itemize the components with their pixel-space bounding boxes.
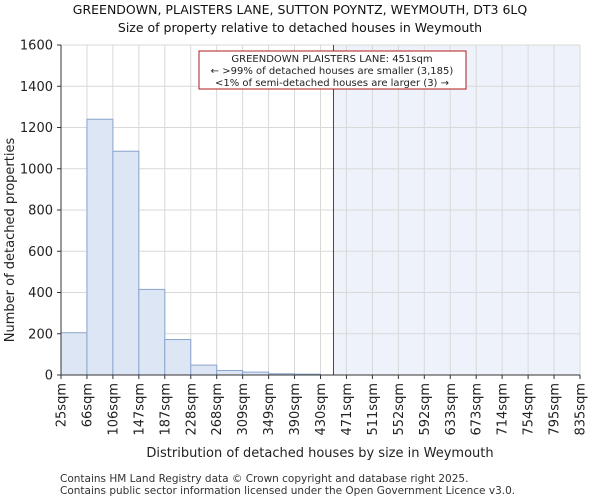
x-tick-label-9: 390sqm [288,383,303,436]
y-tick-label-5: 1000 [20,162,53,177]
chart-title: GREENDOWN, PLAISTERS LANE, SUTTON POYNTZ… [73,2,528,17]
x-tick-label-1: 66sqm [80,383,95,427]
x-tick-label-12: 511sqm [366,383,381,436]
x-tick-label-13: 552sqm [392,383,407,436]
x-tick-label-7: 309sqm [236,383,251,436]
y-axis-label: Number of detached properties [3,138,18,343]
x-tick-label-4: 187sqm [158,383,173,436]
x-tick-label-14: 592sqm [418,383,433,436]
footer-line2: Contains public sector information licen… [60,485,515,497]
x-tick-label-15: 633sqm [444,383,459,436]
annotation-line1: GREENDOWN PLAISTERS LANE: 451sqm [231,54,432,65]
bar-2 [112,150,140,376]
x-tick-label-5: 228sqm [184,383,199,436]
x-tick-label-0: 25sqm [55,383,70,427]
y-tick-label-0: 0 [45,369,53,384]
x-tick-label-2: 106sqm [106,383,121,436]
bar-6 [216,369,244,376]
x-tick-label-18: 754sqm [522,383,537,436]
y-tick-label-2: 400 [28,286,53,301]
bar-0 [60,332,88,376]
annotation-line2: ← >99% of detached houses are smaller (3… [211,66,454,77]
x-tick-label-6: 268sqm [210,383,225,436]
bar-1 [86,118,114,376]
annotation-line3: <1% of semi-detached houses are larger (… [215,78,449,89]
x-tick-label-19: 795sqm [548,383,563,436]
x-axis-label: Distribution of detached houses by size … [146,446,493,461]
x-tick-label-16: 673sqm [470,383,485,436]
footer-line1: Contains HM Land Registry data © Crown c… [60,473,468,485]
bar-3 [138,288,166,376]
x-tick-label-20: 835sqm [574,383,589,436]
annotation-frame [198,50,467,90]
annotation-box: GREENDOWN PLAISTERS LANE: 451sqm ← >99% … [198,50,467,90]
x-tick-label-3: 147sqm [132,383,147,436]
x-tick-label-8: 349sqm [262,383,277,436]
x-tick-label-10: 430sqm [314,383,329,436]
y-tick-label-3: 600 [28,245,53,260]
y-tick-label-8: 1600 [20,39,53,54]
x-tick-label-11: 471sqm [340,383,355,436]
y-tick-label-1: 200 [28,327,53,342]
y-tick-label-6: 1200 [20,121,53,136]
y-tick-label-4: 800 [28,204,53,219]
bar-4 [164,339,192,376]
x-tick-label-17: 714sqm [496,383,511,436]
bar-5 [190,364,218,376]
chart-subtitle: Size of property relative to detached ho… [118,20,482,35]
y-tick-label-7: 1400 [20,80,53,95]
